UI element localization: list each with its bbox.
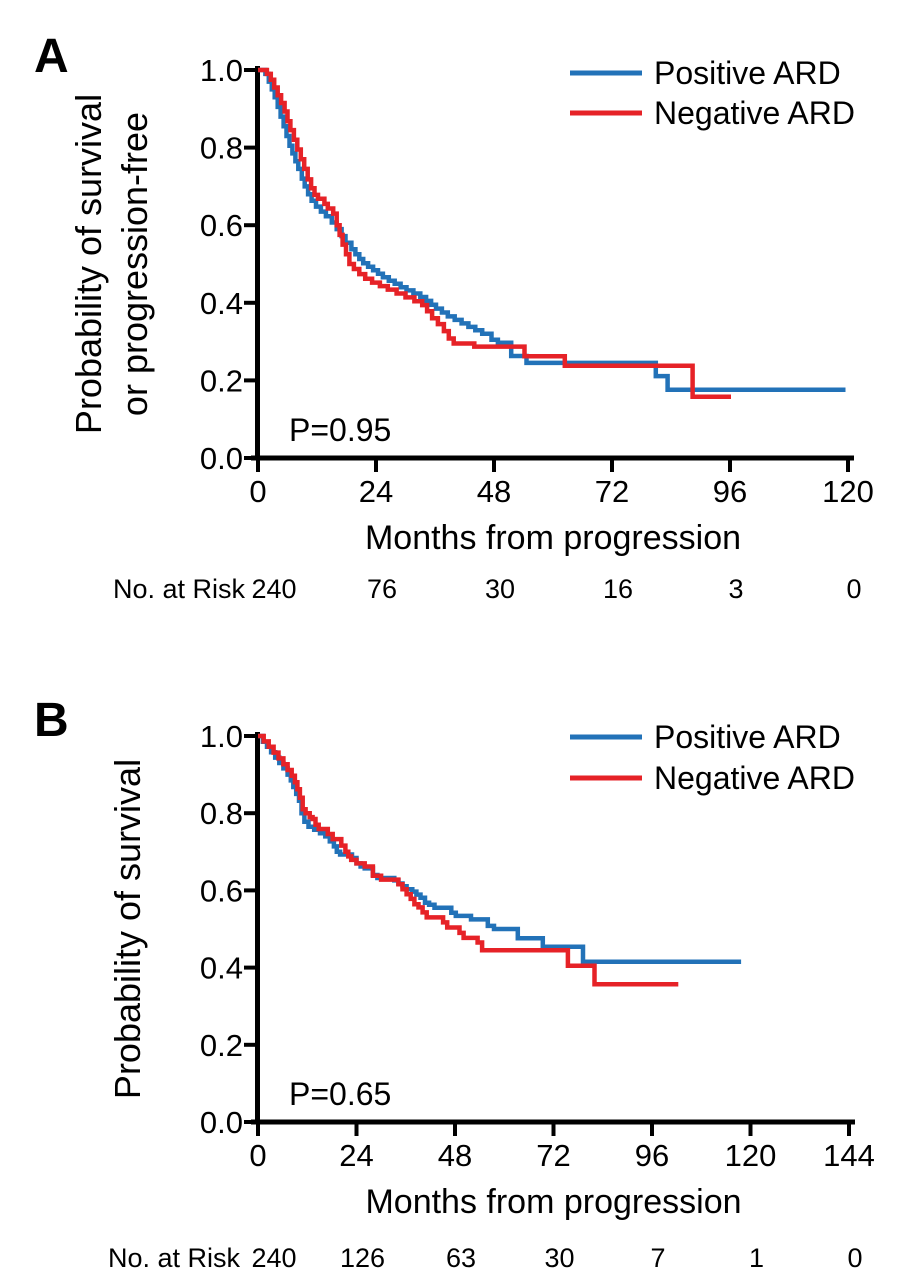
x-tick-label: 48: [438, 1138, 472, 1173]
y-tick-label: 0.6: [200, 873, 243, 908]
y-tick-label: 0.8: [200, 796, 243, 831]
risk-count: 7: [650, 1243, 665, 1273]
x-tick-label: 24: [359, 474, 393, 509]
risk-count: 0: [846, 574, 861, 604]
x-tick-label: 0: [249, 1138, 266, 1173]
x-tick-label: 24: [339, 1138, 373, 1173]
risk-count: 76: [367, 574, 397, 604]
legend-label: Positive ARD: [654, 719, 841, 755]
panel-a-chart: A 1.00.80.60.40.20.00 24 48 72 96 120Probabili…: [34, 30, 874, 604]
risk-count: 126: [340, 1243, 385, 1273]
risk-count: 1: [749, 1243, 764, 1273]
x-axis-title: Months from progression: [365, 1183, 741, 1221]
risk-count: 3: [728, 574, 743, 604]
y-tick-label: 0.4: [200, 951, 243, 986]
x-tick-label: 96: [713, 474, 747, 509]
x-tick-label: 48: [477, 474, 511, 509]
risk-row-label: No. at Risk: [113, 574, 246, 604]
panel-label: A: [34, 30, 69, 83]
survival-curve-negative-ard: [258, 67, 731, 399]
y-axis-title: or progression-free: [114, 112, 155, 416]
x-axis-title: Months from progression: [365, 519, 741, 557]
x-tick-label: 72: [595, 474, 629, 509]
y-axis-title: Probability of survival: [68, 94, 109, 434]
p-value-label: P=0.65: [289, 1076, 391, 1112]
y-tick-label: 1.0: [200, 53, 243, 88]
risk-count: 240: [251, 574, 296, 604]
x-tick-label: 144: [823, 1138, 875, 1173]
y-tick-label: 0.8: [200, 131, 243, 166]
y-tick-label: 0.0: [200, 1105, 243, 1140]
y-tick-label: 1.0: [200, 719, 243, 754]
y-tick-label: 0.4: [200, 286, 243, 321]
y-tick-label: 0.0: [200, 441, 243, 476]
survival-curve-positive-ard: [258, 67, 846, 392]
risk-count: 30: [485, 574, 515, 604]
x-tick-label: 96: [635, 1138, 669, 1173]
p-value-label: P=0.95: [289, 412, 391, 448]
y-tick-label: 0.6: [200, 208, 243, 243]
risk-row-label: No. at Risk: [108, 1243, 241, 1273]
x-tick-label: 120: [725, 1138, 777, 1173]
legend-label: Negative ARD: [654, 95, 855, 131]
risk-count: 240: [251, 1243, 296, 1273]
x-tick-label: 72: [536, 1138, 570, 1173]
risk-count: 63: [446, 1243, 476, 1273]
y-tick-label: 0.2: [200, 1028, 243, 1063]
panel-b-chart: B 1.00.80.60.40.20.00 24 48 72 96 120 144Probab…: [34, 694, 875, 1273]
panel-label: B: [34, 694, 69, 747]
legend-label: Positive ARD: [654, 55, 841, 91]
y-axis-title: Probability of survival: [107, 759, 148, 1099]
risk-count: 16: [603, 574, 633, 604]
x-tick-label: 0: [249, 474, 266, 509]
survival-curve-negative-ard: [258, 733, 679, 987]
x-tick-label: 120: [822, 474, 874, 509]
risk-count: 30: [544, 1243, 574, 1273]
y-tick-label: 0.2: [200, 363, 243, 398]
legend-label: Negative ARD: [654, 760, 855, 796]
risk-count: 0: [847, 1243, 862, 1273]
